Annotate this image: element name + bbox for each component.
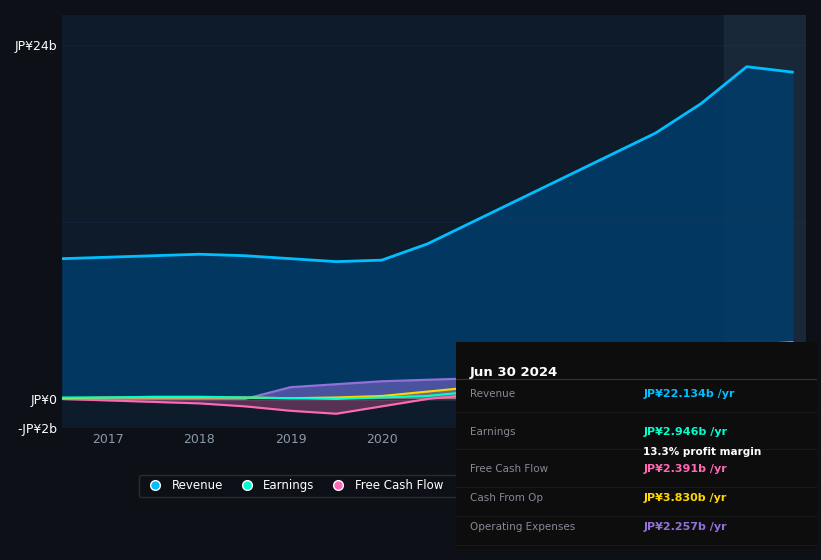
Text: JP¥22.134b /yr: JP¥22.134b /yr — [644, 389, 735, 399]
Text: Revenue: Revenue — [470, 389, 516, 399]
Legend: Revenue, Earnings, Free Cash Flow, Cash From Op, Operating Expenses: Revenue, Earnings, Free Cash Flow, Cash … — [139, 474, 730, 497]
Text: Cash From Op: Cash From Op — [470, 493, 544, 503]
Bar — [724, 15, 806, 428]
Text: Operating Expenses: Operating Expenses — [470, 522, 576, 532]
Text: JP¥2.946b /yr: JP¥2.946b /yr — [644, 427, 727, 437]
Text: Earnings: Earnings — [470, 427, 516, 437]
Text: JP¥2.391b /yr: JP¥2.391b /yr — [644, 464, 727, 474]
Text: Jun 30 2024: Jun 30 2024 — [470, 366, 558, 380]
Text: JP¥2.257b /yr: JP¥2.257b /yr — [644, 522, 727, 532]
Text: JP¥3.830b /yr: JP¥3.830b /yr — [644, 493, 727, 503]
Text: Free Cash Flow: Free Cash Flow — [470, 464, 548, 474]
Text: 13.3% profit margin: 13.3% profit margin — [644, 447, 762, 458]
